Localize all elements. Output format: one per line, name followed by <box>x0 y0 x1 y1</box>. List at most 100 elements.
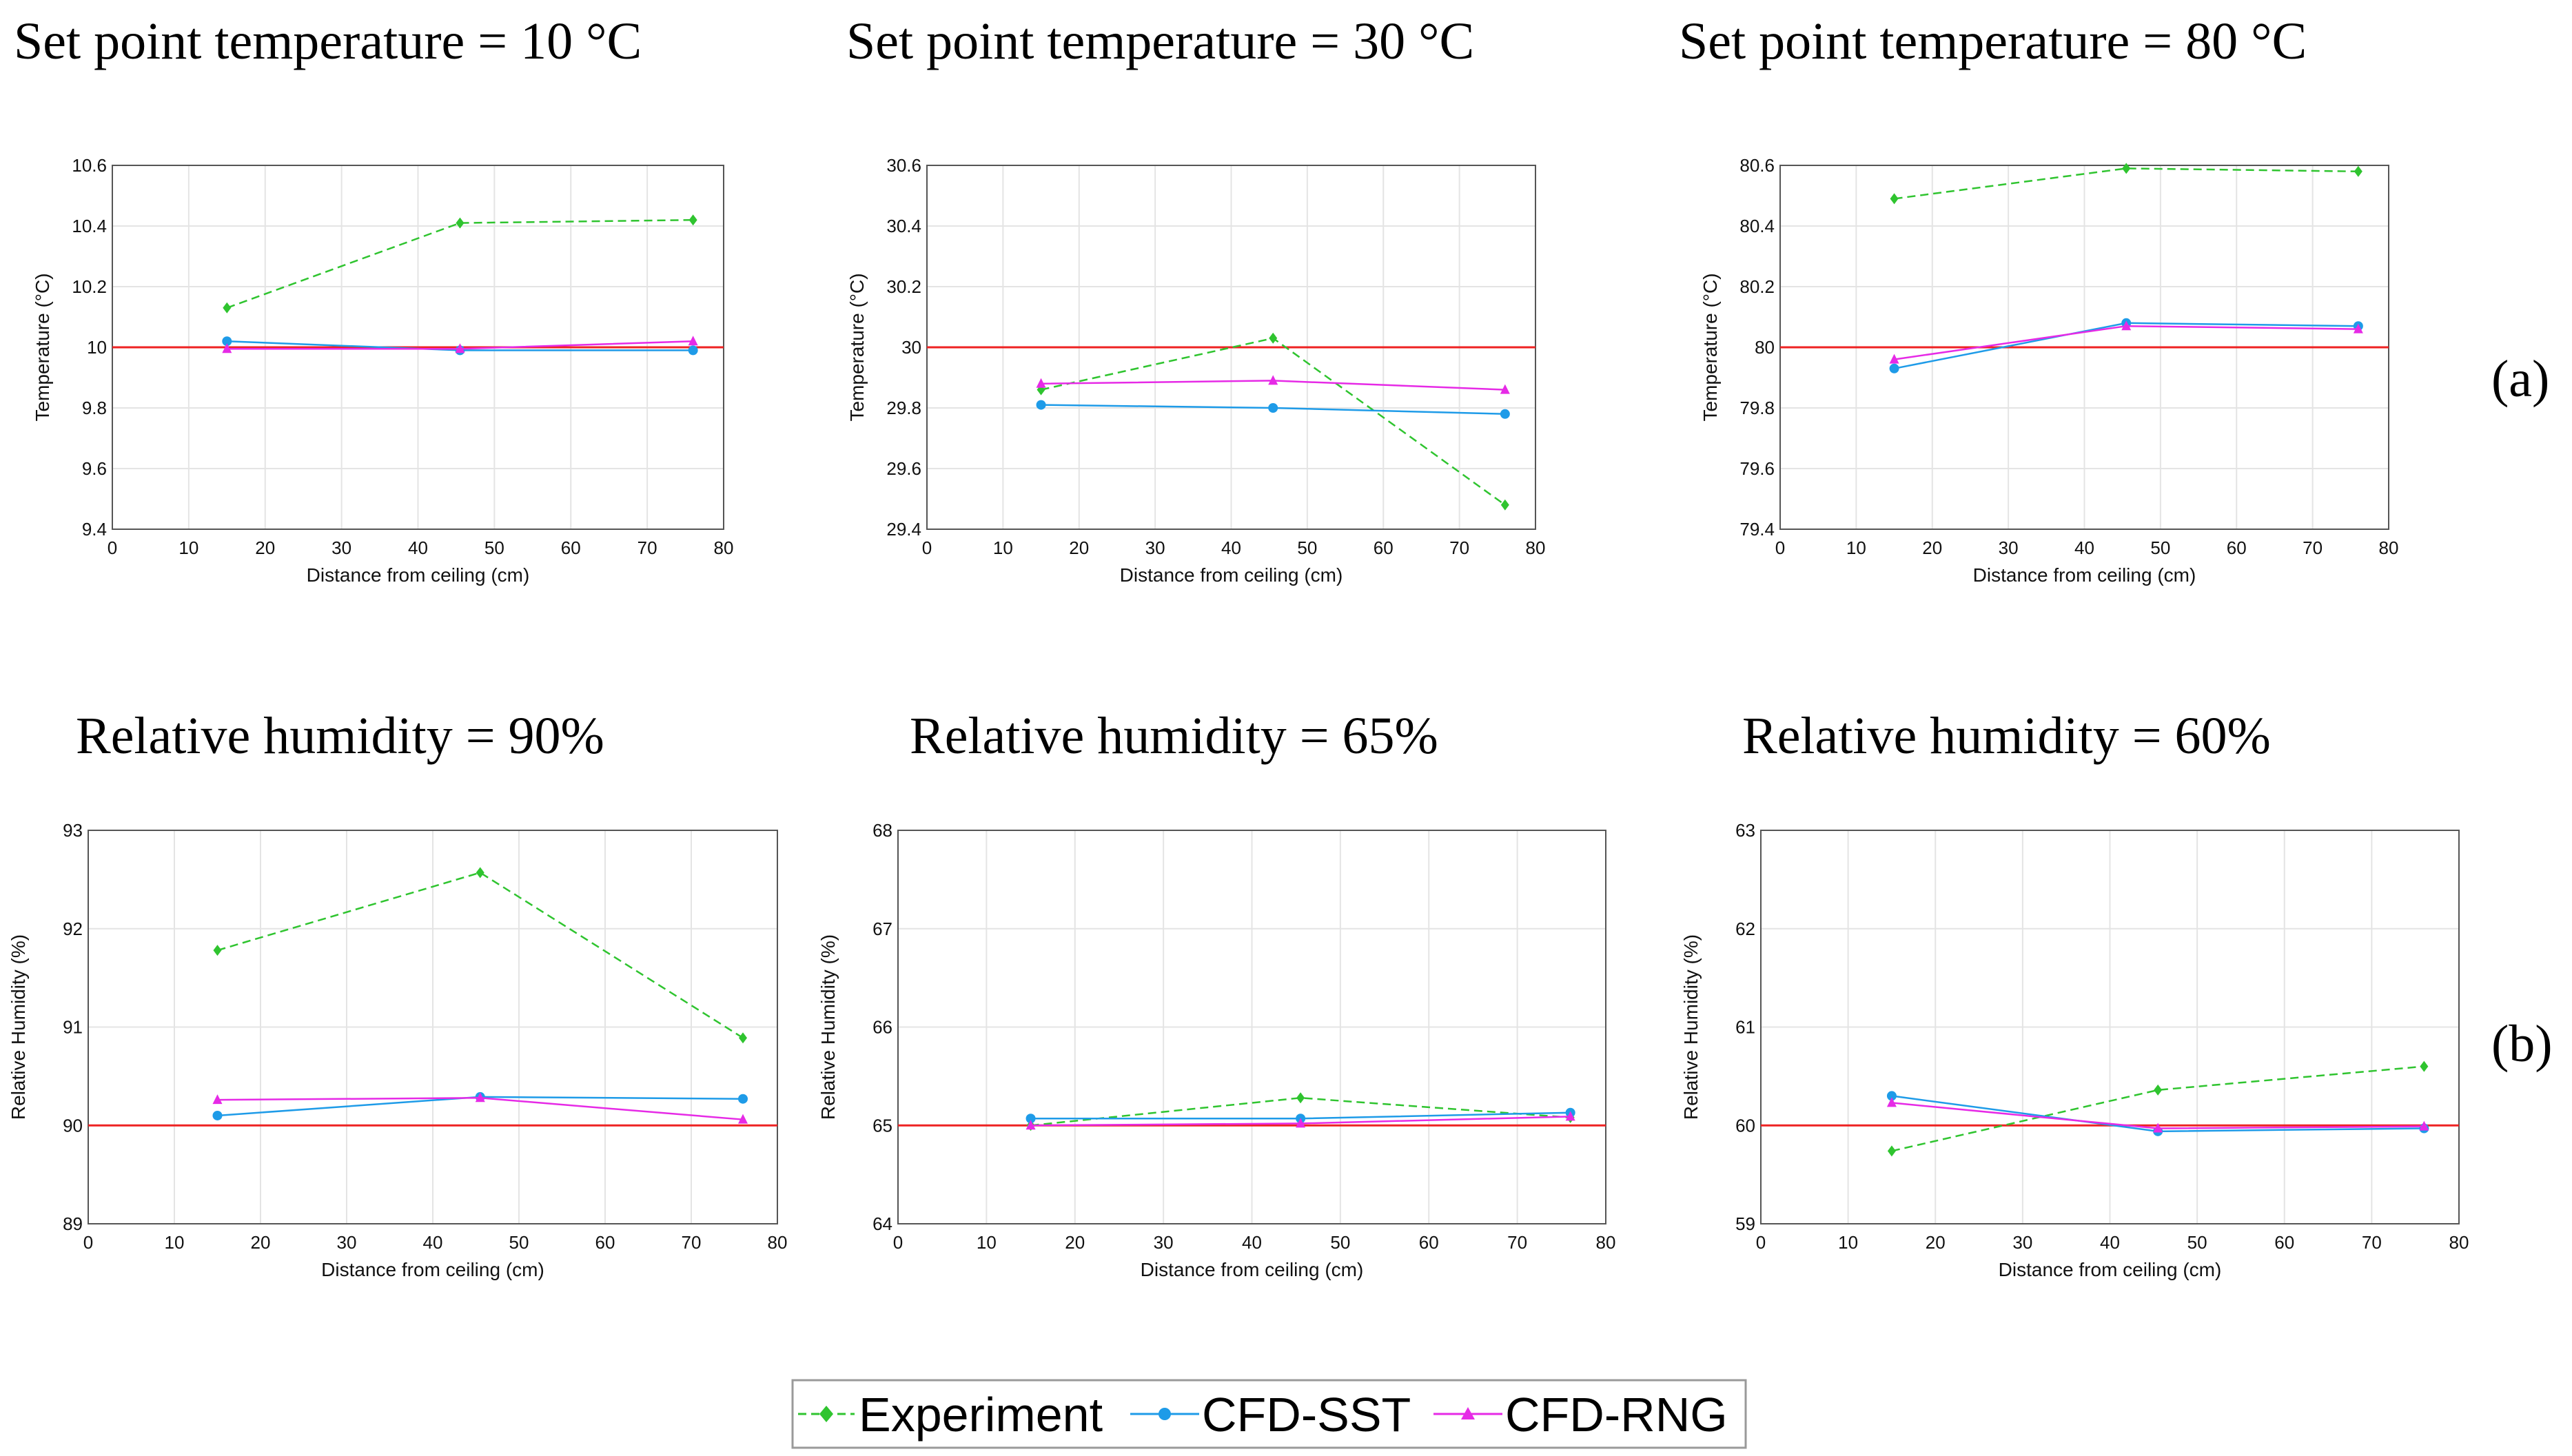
data-point-experiment <box>456 217 465 229</box>
x-tick-label: 10 <box>178 537 198 558</box>
series-line-experiment <box>1041 337 1506 506</box>
y-tick-label: 29.6 <box>886 458 921 479</box>
x-tick-label: 40 <box>423 1232 443 1253</box>
data-point-cfd-rng <box>1889 353 1899 364</box>
data-point-experiment <box>688 214 697 226</box>
x-tick-label: 60 <box>2227 537 2247 558</box>
x-tick-label: 30 <box>1154 1232 1174 1253</box>
y-tick-label: 79.6 <box>1739 458 1775 479</box>
x-tick-label: 70 <box>2362 1232 2382 1253</box>
series-line-experiment <box>226 218 693 309</box>
x-tick-label: 20 <box>1926 1232 1946 1253</box>
x-axis-label: Distance from ceiling (cm) <box>1141 1259 1364 1280</box>
x-tick-label: 50 <box>1297 537 1317 558</box>
y-tick-label: 30.2 <box>886 276 921 297</box>
x-axis-label: Distance from ceiling (cm) <box>1999 1259 2222 1280</box>
x-axis-label: Distance from ceiling (cm) <box>321 1259 544 1280</box>
x-axis-label: Distance from ceiling (cm) <box>307 564 530 586</box>
y-axis-label: Temperature (°C) <box>1700 273 1721 421</box>
x-tick-label: 30 <box>1999 537 2019 558</box>
chart-title: Set point temperature = 80 °C <box>1679 12 2307 70</box>
y-tick-label: 65 <box>872 1115 892 1136</box>
y-tick-label: 79.8 <box>1739 398 1775 418</box>
x-tick-label: 70 <box>637 537 657 558</box>
y-tick-label: 68 <box>872 820 892 841</box>
x-tick-label: 80 <box>2379 537 2399 558</box>
x-tick-label: 30 <box>337 1232 357 1253</box>
x-tick-label: 60 <box>1419 1232 1439 1253</box>
data-point-cfd-rng <box>2153 1122 2163 1133</box>
y-tick-label: 30.6 <box>886 155 921 176</box>
chart-title: Relative humidity = 65% <box>910 707 1438 765</box>
y-tick-label: 9.4 <box>82 519 107 540</box>
x-tick-label: 50 <box>509 1232 529 1253</box>
x-tick-label: 80 <box>768 1232 788 1253</box>
data-point-cfd-sst <box>1268 403 1278 413</box>
data-point-cfd-rng <box>688 336 698 346</box>
data-point-cfd-rng <box>212 1094 223 1105</box>
data-point-cfd-sst <box>212 1110 223 1120</box>
y-tick-label: 9.6 <box>82 458 107 479</box>
y-tick-label: 10.6 <box>72 155 107 176</box>
x-tick-label: 0 <box>922 537 932 558</box>
data-point-cfd-rng <box>455 343 465 353</box>
chart-title: Relative humidity = 60% <box>1742 707 2271 765</box>
x-tick-label: 70 <box>1507 1232 1527 1253</box>
x-tick-label: 20 <box>1922 537 1942 558</box>
x-tick-label: 50 <box>1330 1232 1350 1253</box>
y-tick-label: 60 <box>1735 1115 1755 1136</box>
y-axis-label: Relative Humidity (%) <box>817 934 839 1120</box>
data-point-experiment <box>2154 1084 2163 1096</box>
data-point-experiment <box>2420 1060 2429 1072</box>
y-tick-label: 61 <box>1735 1017 1755 1038</box>
x-tick-label: 20 <box>255 537 275 558</box>
y-tick-label: 67 <box>872 919 892 939</box>
x-tick-label: 0 <box>893 1232 903 1253</box>
data-point-cfd-sst <box>1500 409 1510 419</box>
x-tick-label: 0 <box>1775 537 1785 558</box>
data-point-cfd-rng <box>222 343 232 353</box>
x-tick-label: 80 <box>1596 1232 1616 1253</box>
y-tick-label: 93 <box>63 820 83 841</box>
y-tick-label: 30 <box>901 337 921 358</box>
chart-4: Relative humidity = 90% 0 10 20 30 40 50 60 70 80… <box>8 707 787 1280</box>
y-tick-label: 80.4 <box>1739 216 1775 236</box>
data-point-cfd-rng <box>1500 384 1510 394</box>
data-point-cfd-sst <box>1025 1114 1036 1124</box>
legend-cfd-rng-label: CFD-RNG <box>1505 1388 1728 1442</box>
data-point-experiment <box>213 945 222 956</box>
data-point-cfd-rng <box>1886 1097 1897 1107</box>
data-point-cfd-rng <box>1025 1120 1036 1130</box>
legend-experiment-label: Experiment <box>859 1388 1103 1442</box>
x-tick-label: 10 <box>1846 537 1866 558</box>
y-tick-label: 62 <box>1735 919 1755 939</box>
y-tick-label: 64 <box>872 1213 892 1234</box>
y-tick-label: 80 <box>1755 337 1775 358</box>
x-tick-label: 80 <box>714 537 734 558</box>
x-tick-label: 0 <box>83 1232 93 1253</box>
x-tick-label: 10 <box>977 1232 997 1253</box>
x-tick-label: 10 <box>1838 1232 1858 1253</box>
x-tick-label: 70 <box>1449 537 1469 558</box>
series-line-experiment <box>217 872 744 1039</box>
x-tick-label: 50 <box>2150 537 2170 558</box>
data-point-cfd-sst <box>222 336 232 347</box>
data-point-cfd-rng <box>1565 1111 1575 1121</box>
x-tick-label: 40 <box>2074 537 2094 558</box>
x-tick-label: 10 <box>993 537 1013 558</box>
y-axis-label: Temperature (°C) <box>32 273 53 421</box>
chart-1: Set point temperature = 10 °C 0 10 20 30 40 50… <box>14 12 733 586</box>
y-tick-label: 92 <box>63 919 83 939</box>
data-point-cfd-rng <box>2353 323 2363 334</box>
data-point-experiment <box>2354 165 2362 177</box>
data-point-cfd-sst <box>1036 400 1046 410</box>
x-axis-label: Distance from ceiling (cm) <box>1973 564 2196 586</box>
data-point-experiment <box>1269 332 1278 344</box>
series-line-experiment <box>1891 1065 2425 1152</box>
legend-box <box>791 1379 1747 1449</box>
data-point-cfd-rng <box>738 1114 748 1124</box>
data-point-cfd-sst <box>1886 1091 1897 1101</box>
x-tick-label: 40 <box>1242 1232 1262 1253</box>
chart-title: Relative humidity = 90% <box>76 707 604 765</box>
x-tick-label: 30 <box>1145 537 1165 558</box>
